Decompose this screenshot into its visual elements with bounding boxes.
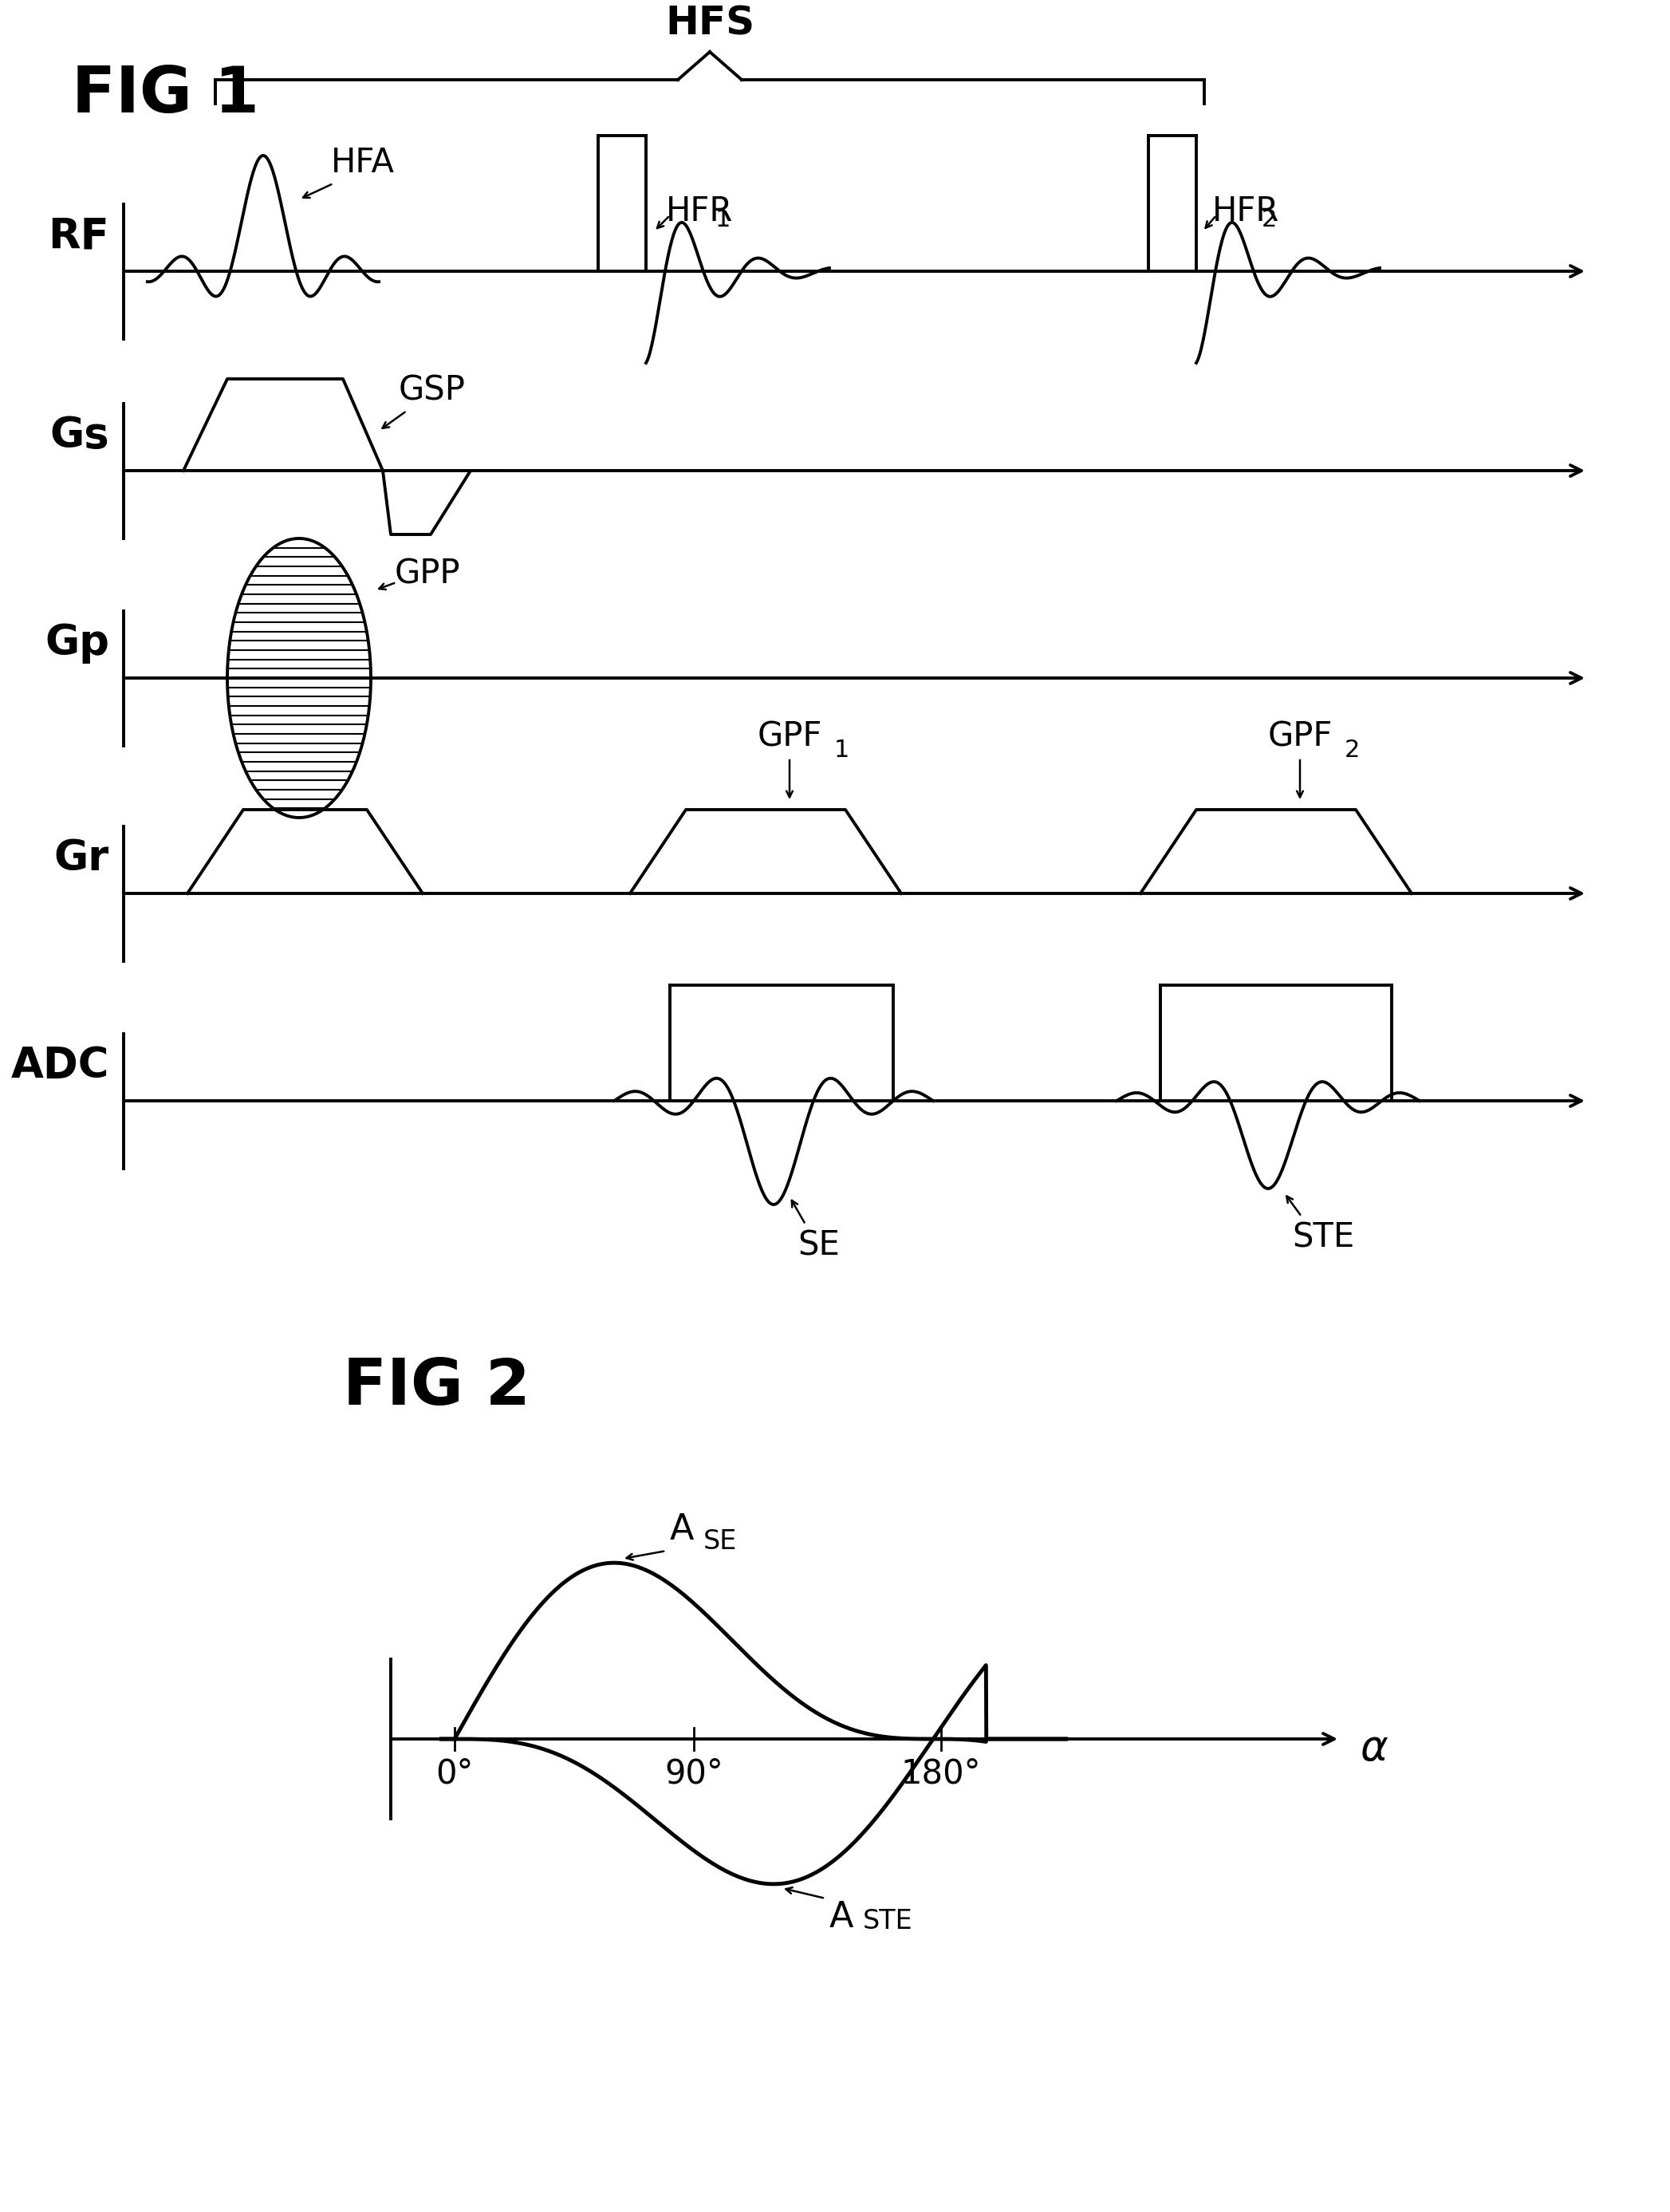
Text: STE: STE: [1293, 1221, 1354, 1254]
Text: SE: SE: [798, 1228, 840, 1263]
Text: HFR: HFR: [666, 195, 733, 228]
Text: α: α: [1359, 1728, 1388, 1770]
Text: GPP: GPP: [394, 557, 461, 591]
Text: 0°: 0°: [436, 1756, 474, 1790]
Text: 1: 1: [835, 739, 850, 761]
Text: ADC: ADC: [10, 1044, 109, 1086]
Text: A: A: [670, 1513, 695, 1546]
Text: GSP: GSP: [399, 374, 466, 407]
Text: FIG 1: FIG 1: [72, 64, 259, 126]
Text: Gr: Gr: [53, 838, 109, 878]
Text: SE: SE: [703, 1528, 736, 1555]
Text: FIG 2: FIG 2: [342, 1356, 531, 1418]
Text: 2: 2: [1344, 739, 1359, 761]
Text: GPF: GPF: [1268, 721, 1333, 754]
Text: 2: 2: [1261, 208, 1278, 230]
Text: 90°: 90°: [665, 1756, 723, 1790]
Text: GPF: GPF: [757, 721, 822, 754]
Text: RF: RF: [48, 215, 109, 257]
Text: HFS: HFS: [665, 4, 755, 42]
Text: HFR: HFR: [1212, 195, 1279, 228]
Text: A: A: [830, 1900, 853, 1933]
Text: 1: 1: [715, 208, 731, 230]
Text: STE: STE: [863, 1909, 913, 1933]
Text: Gp: Gp: [45, 622, 109, 664]
Text: HFA: HFA: [331, 146, 394, 179]
Text: 180°: 180°: [902, 1756, 982, 1790]
Text: Gs: Gs: [50, 416, 109, 456]
